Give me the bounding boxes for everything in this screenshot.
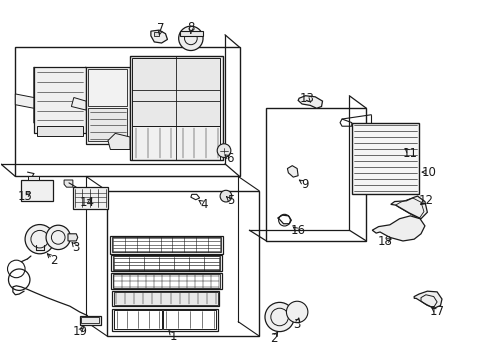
Circle shape <box>264 302 294 332</box>
Circle shape <box>25 225 54 254</box>
Text: 5: 5 <box>227 194 234 207</box>
Polygon shape <box>34 67 86 134</box>
Bar <box>114 292 217 305</box>
Circle shape <box>178 26 203 50</box>
Bar <box>88 108 127 140</box>
Text: 3: 3 <box>72 241 80 254</box>
Bar <box>21 180 53 201</box>
Polygon shape <box>180 31 203 36</box>
Polygon shape <box>15 94 34 108</box>
Bar <box>15 47 239 176</box>
Bar <box>163 310 216 329</box>
Bar <box>86 67 130 144</box>
Bar <box>132 126 220 160</box>
Circle shape <box>217 144 230 157</box>
Text: 14: 14 <box>80 196 95 209</box>
Circle shape <box>220 190 231 202</box>
Bar <box>266 108 366 241</box>
Text: 11: 11 <box>402 147 417 159</box>
Bar <box>112 309 217 330</box>
Polygon shape <box>71 98 86 110</box>
Bar <box>110 235 222 253</box>
Text: 3: 3 <box>293 318 300 331</box>
Bar <box>81 317 99 323</box>
Text: 19: 19 <box>72 325 87 338</box>
Text: 12: 12 <box>418 194 432 207</box>
Bar <box>114 310 161 329</box>
Polygon shape <box>371 216 424 241</box>
Polygon shape <box>154 32 159 36</box>
Polygon shape <box>287 166 298 177</box>
Text: 1: 1 <box>170 330 177 343</box>
Text: 15: 15 <box>18 190 32 203</box>
Text: 17: 17 <box>429 306 444 319</box>
Text: 10: 10 <box>421 166 435 179</box>
Bar <box>107 191 259 336</box>
Bar <box>37 126 82 136</box>
Text: 13: 13 <box>299 92 314 105</box>
Text: 18: 18 <box>377 235 391 248</box>
Bar <box>351 123 418 194</box>
Bar <box>73 187 108 209</box>
Circle shape <box>46 225 70 249</box>
Text: 6: 6 <box>225 152 233 165</box>
Text: 9: 9 <box>301 178 308 191</box>
Bar <box>111 255 221 271</box>
Polygon shape <box>298 96 322 108</box>
Polygon shape <box>108 134 130 149</box>
Text: 2: 2 <box>269 332 277 345</box>
Bar <box>88 69 127 107</box>
Polygon shape <box>390 196 427 219</box>
Bar <box>113 256 220 270</box>
Polygon shape <box>151 30 167 43</box>
Bar <box>112 237 221 252</box>
Bar <box>113 274 220 288</box>
Polygon shape <box>413 291 441 309</box>
Bar <box>130 56 222 160</box>
Text: 7: 7 <box>157 22 164 35</box>
Bar <box>34 67 86 134</box>
Text: 2: 2 <box>50 254 58 267</box>
Bar <box>112 291 219 306</box>
Polygon shape <box>64 180 73 187</box>
Bar <box>132 58 220 126</box>
Bar <box>80 316 101 325</box>
Polygon shape <box>68 234 78 241</box>
Text: 8: 8 <box>187 21 194 34</box>
Polygon shape <box>27 176 39 180</box>
Text: 4: 4 <box>201 198 208 211</box>
Bar <box>111 273 221 289</box>
Circle shape <box>286 301 307 323</box>
Text: 16: 16 <box>290 224 305 238</box>
